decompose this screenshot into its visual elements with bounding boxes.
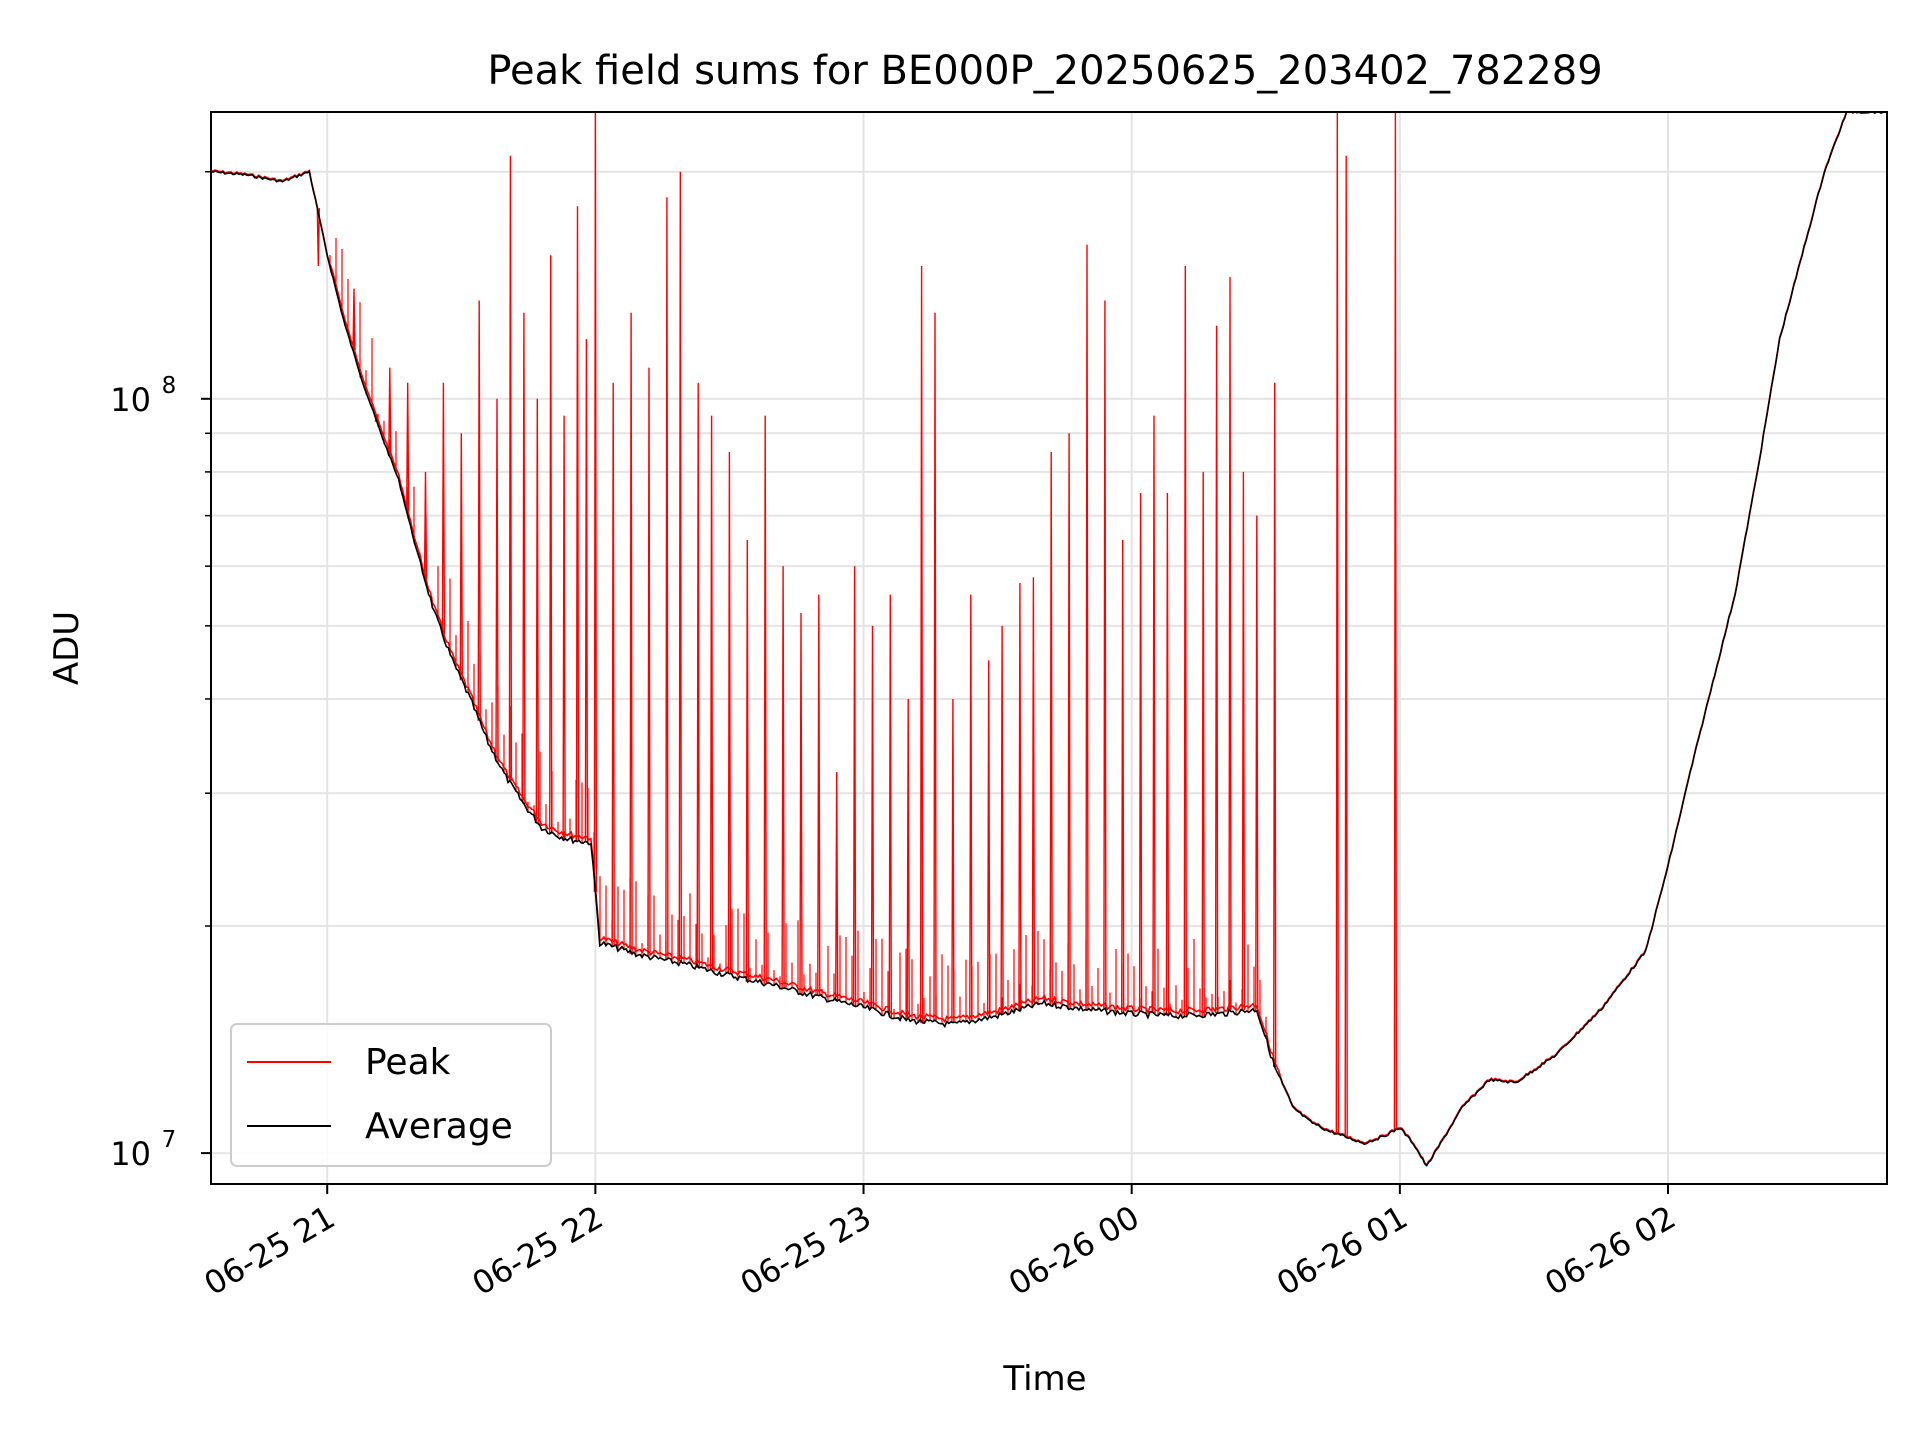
peak-spike <box>1335 112 1339 1134</box>
peak-spike <box>1103 300 1107 1009</box>
peak-spike <box>1393 112 1398 1130</box>
legend-label: Average <box>365 1106 513 1147</box>
peak-spike <box>629 312 633 955</box>
peak-spike <box>969 594 973 1021</box>
peak-spike <box>508 155 513 781</box>
peak-spike <box>495 398 499 761</box>
peak-spike <box>696 382 700 969</box>
legend-label: Peak <box>365 1042 451 1083</box>
peak-spike <box>933 312 937 1021</box>
grid <box>211 112 1887 1184</box>
average-series-line <box>211 112 1887 1167</box>
y-axis-label: ADU <box>47 611 87 685</box>
peak-spike <box>1201 471 1205 1018</box>
peak-spike <box>745 539 749 982</box>
peak-spike <box>584 339 589 842</box>
peak-spike <box>987 660 991 1017</box>
peak-spike <box>535 398 539 824</box>
peak-spike <box>316 208 320 267</box>
peak-spike <box>1121 539 1125 1013</box>
peak-spike <box>1152 415 1156 1014</box>
peak-spike <box>562 415 566 841</box>
peak-spike <box>763 415 767 985</box>
peak-spike <box>1183 265 1187 1017</box>
peak-spike <box>906 698 910 1018</box>
peak-spike <box>1000 625 1004 1015</box>
peak-spike <box>709 415 714 970</box>
peak-spike <box>575 206 580 842</box>
peak-spike <box>951 698 955 1023</box>
peak-spike <box>1067 433 1071 1010</box>
chart-title: Peak field sums for BE000P_20250625_2034… <box>487 48 1602 94</box>
axes-frame <box>210 111 1888 1185</box>
peak-spike <box>1138 492 1143 1012</box>
peak-spike <box>1085 244 1089 1011</box>
peak-spike <box>817 594 821 996</box>
peak-spike <box>352 288 356 351</box>
peak-spike <box>852 566 857 1007</box>
peak-spike <box>1049 451 1053 1006</box>
peak-spike <box>919 265 924 1023</box>
peak-spike <box>1255 515 1259 1012</box>
peak-spike <box>665 197 669 960</box>
legend: Peak Average <box>230 1023 552 1167</box>
peak-spike <box>678 171 682 962</box>
peak-spike <box>406 382 410 512</box>
y-tick-exponent: 8 <box>162 373 177 399</box>
peak-spike <box>1273 382 1277 1068</box>
y-tick-label: 10 <box>110 381 151 419</box>
y-tick-exponent: 7 <box>162 1127 177 1153</box>
peak-spike <box>477 300 481 721</box>
peak-spike <box>870 625 875 1008</box>
peak-spike <box>549 255 553 834</box>
peak-spike <box>647 367 651 957</box>
peak-spike <box>1344 155 1348 1138</box>
series-lines <box>211 112 1887 1167</box>
peak-spike <box>888 594 892 1018</box>
peak-spike <box>799 612 803 994</box>
peak-spike <box>441 382 446 635</box>
peak-spike <box>611 382 615 947</box>
peak-spike <box>1214 325 1219 1014</box>
peak-spike <box>835 772 839 1002</box>
peak-spike <box>727 451 732 974</box>
legend-box <box>230 1023 552 1167</box>
y-tick-label: 10 <box>110 1135 151 1173</box>
peak-spike <box>593 112 598 892</box>
peak-spike <box>781 566 785 989</box>
x-axis-label: Time <box>1002 1359 1086 1399</box>
peak-spike <box>1031 577 1036 1005</box>
peak-spike <box>388 367 392 456</box>
peak-spike <box>522 312 526 804</box>
peak-spike <box>1165 492 1170 1016</box>
peak-spike <box>459 433 463 681</box>
peak-spike <box>1228 277 1232 1010</box>
peak-spike <box>1018 582 1022 1012</box>
peak-spike <box>1241 471 1246 1011</box>
